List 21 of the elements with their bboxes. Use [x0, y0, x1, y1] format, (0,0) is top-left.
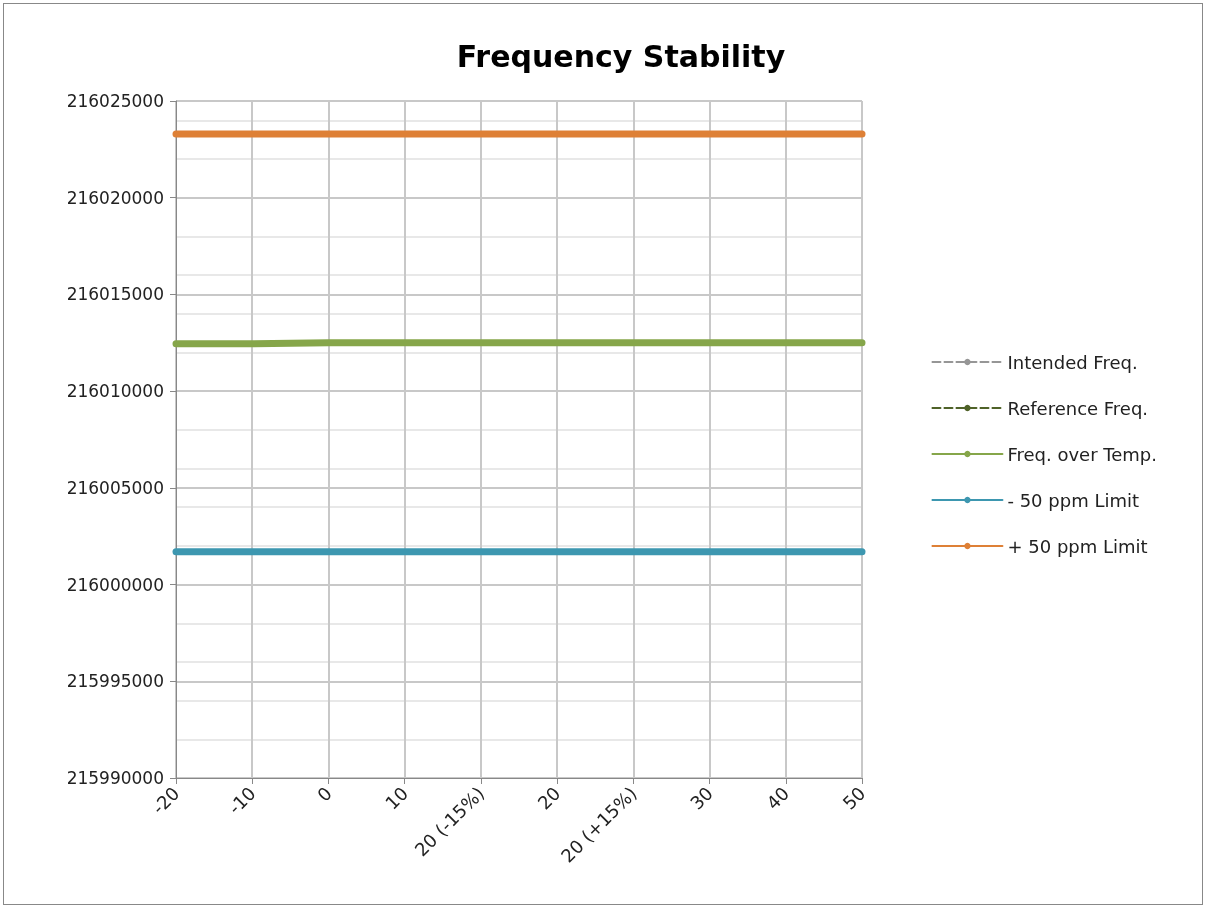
- y-tick-label: 216015000: [66, 284, 164, 305]
- y-tick-label: 215995000: [66, 671, 164, 692]
- chart-title: Frequency Stability: [456, 38, 786, 74]
- y-tick-label: 216010000: [66, 381, 164, 402]
- x-tick-label: 10: [381, 782, 413, 814]
- x-tick-label: 20: [533, 782, 565, 814]
- x-tick-label: -10: [224, 782, 260, 819]
- y-tick-label: 215990000: [66, 768, 164, 788]
- y-tick-label: 216025000: [66, 91, 164, 111]
- x-tick-label: 0: [312, 782, 336, 806]
- legend-label: Intended Freq.: [1007, 351, 1138, 373]
- x-tick-label: 40: [762, 782, 794, 814]
- legend-label: Reference Freq.: [1007, 397, 1149, 419]
- x-tick-label: 50: [838, 782, 870, 814]
- legend-label: Freq. over Temp.: [1007, 443, 1157, 465]
- x-tick-label: 30: [685, 782, 717, 814]
- y-tick-label: 216020000: [66, 187, 164, 208]
- legend-label: - 50 ppm Limit: [1007, 489, 1140, 511]
- legend-label: + 50 ppm Limit: [1007, 535, 1148, 557]
- y-tick-label: 216000000: [66, 574, 164, 595]
- y-tick-label: 216005000: [66, 477, 164, 498]
